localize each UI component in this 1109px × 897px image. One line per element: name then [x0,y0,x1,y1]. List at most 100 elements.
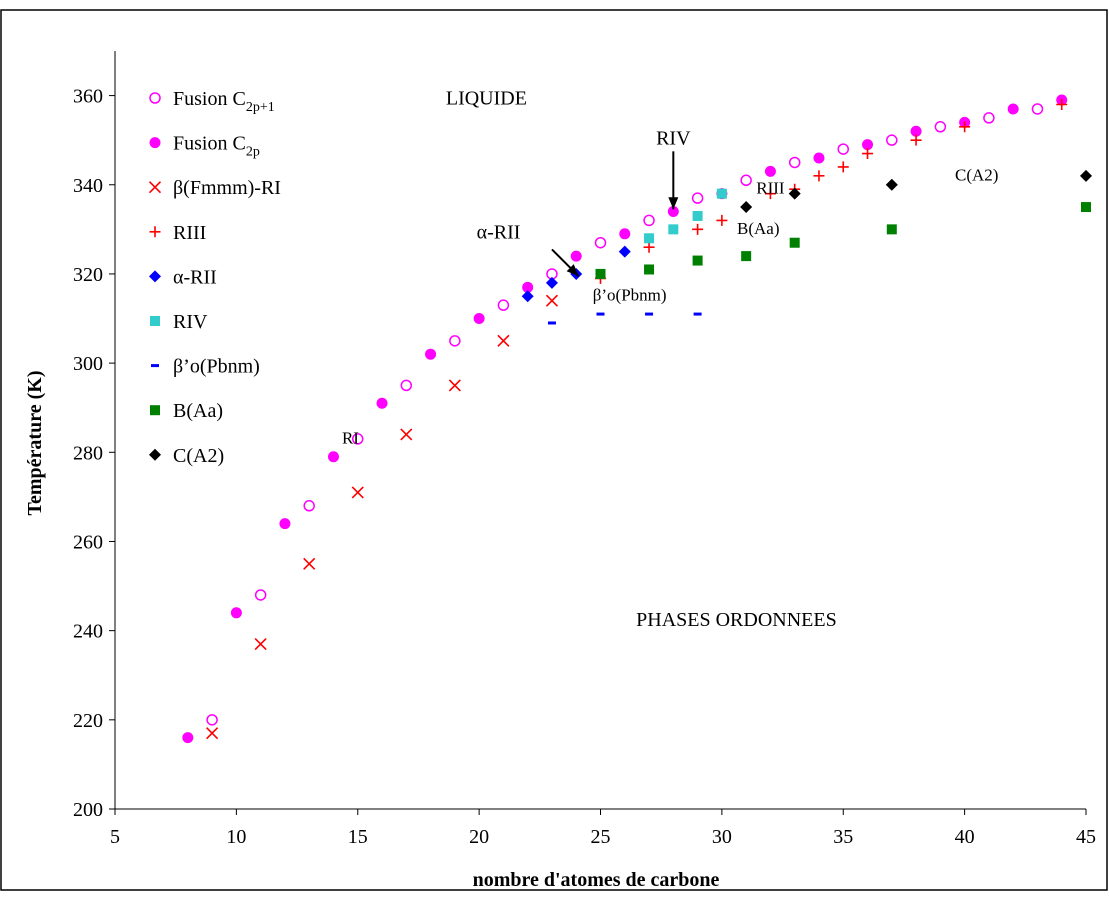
legend-label: β(Fmmm)-RI [173,177,281,199]
data-point [545,294,559,307]
data-point [692,255,703,266]
legend-marker [150,405,160,416]
data-point [959,121,971,133]
legend-marker [149,92,161,104]
data-point [789,237,800,248]
data-point [545,276,558,289]
data-point [644,264,655,275]
data-point [448,379,461,392]
data-point [813,152,825,164]
annotation-label: C(A2) [955,165,998,184]
data-point [206,714,218,726]
data-point [716,214,728,226]
legend-label: β’o(Pbnm) [173,356,260,378]
data-point [497,334,510,347]
data-point [667,206,679,218]
legend-marker [149,448,161,461]
annotation-label: LIQUIDE [446,88,527,110]
y-tick-label: 360 [73,86,103,108]
annotations: LIQUIDE RIV RIII C(A2) B(Aa) α-RII β’o(Pbnm) RI… [342,88,999,632]
data-point [1081,202,1091,213]
y-tick-label: 340 [73,175,103,197]
data-point [351,486,364,499]
annotation-label: RIII [756,179,785,198]
data-point [983,112,995,124]
annotation-label: B(Aa) [737,219,779,238]
x-tick-label: 35 [833,826,853,848]
data-point [1007,103,1019,115]
series-8 [740,169,1092,214]
data-point [740,174,752,187]
x-tick-label: 10 [226,826,246,848]
data-point [693,312,702,316]
series-7 [595,202,1091,279]
data-point [764,165,776,177]
data-point [691,192,704,204]
data-point [837,161,849,173]
data-point [521,290,534,303]
annotation-arrowhead [668,197,679,210]
data-point [1080,169,1092,182]
legend-label: RIII [173,222,206,244]
x-tick-label: 25 [591,826,611,848]
legend-marker [149,270,161,283]
data-point [1031,103,1044,115]
data-point [644,233,655,244]
y-tick-label: 260 [73,531,103,553]
y-tick-label: 200 [73,799,103,821]
data-point [400,428,413,441]
y-tick-label: 280 [73,442,103,464]
annotation-label: RI [342,428,359,447]
data-point [303,500,315,512]
data-point [764,188,776,200]
data-point [425,348,437,360]
data-point [570,250,582,262]
data-point [595,268,606,279]
annotation-label: PHASES ORDONNEES [636,609,837,631]
y-tick-label: 220 [73,710,103,732]
data-point [594,236,607,249]
data-point [376,397,388,409]
x-tick-label: 30 [712,826,732,848]
data-point [934,121,947,133]
data-point [303,557,316,570]
data-point [352,433,364,445]
data-point [254,589,267,601]
data-point [837,143,849,155]
y-tick-label: 240 [73,621,103,643]
annotation-label: α-RII [477,221,521,243]
data-point [645,312,654,316]
legend-marker [151,364,159,368]
data-point [692,210,703,221]
legend-marker [148,181,162,194]
data-point [230,607,242,619]
data-point [618,245,631,258]
series-6 [547,312,702,325]
legend-marker [149,137,161,149]
data-point [643,214,655,227]
data-point [716,188,727,199]
legend-label: B(Aa) [173,400,223,422]
axes: 200 220 240 260 280 300 320 340 360 5 10 15 20 25 30 35… [73,51,1096,848]
data-point [1056,99,1068,111]
annotation-label: RIV [656,128,691,150]
legend-marker [149,226,161,238]
data-point [910,134,922,146]
data-point [668,224,679,235]
y-tick-label: 320 [73,264,103,286]
data-point [182,732,194,744]
x-axis-label: nombre d'atomes de carbone [473,869,720,891]
legend-label: α-RII [173,266,217,288]
data-point [619,228,631,240]
legend-label: RIV [173,311,208,333]
data-point [741,251,752,262]
x-tick-label: 45 [1076,826,1096,848]
outer-border [0,9,1108,891]
x-tick-label: 20 [469,826,489,848]
x-tick-label: 15 [348,826,368,848]
y-tick-label: 300 [73,353,103,375]
data-point [254,637,267,651]
series-2 [206,294,559,740]
